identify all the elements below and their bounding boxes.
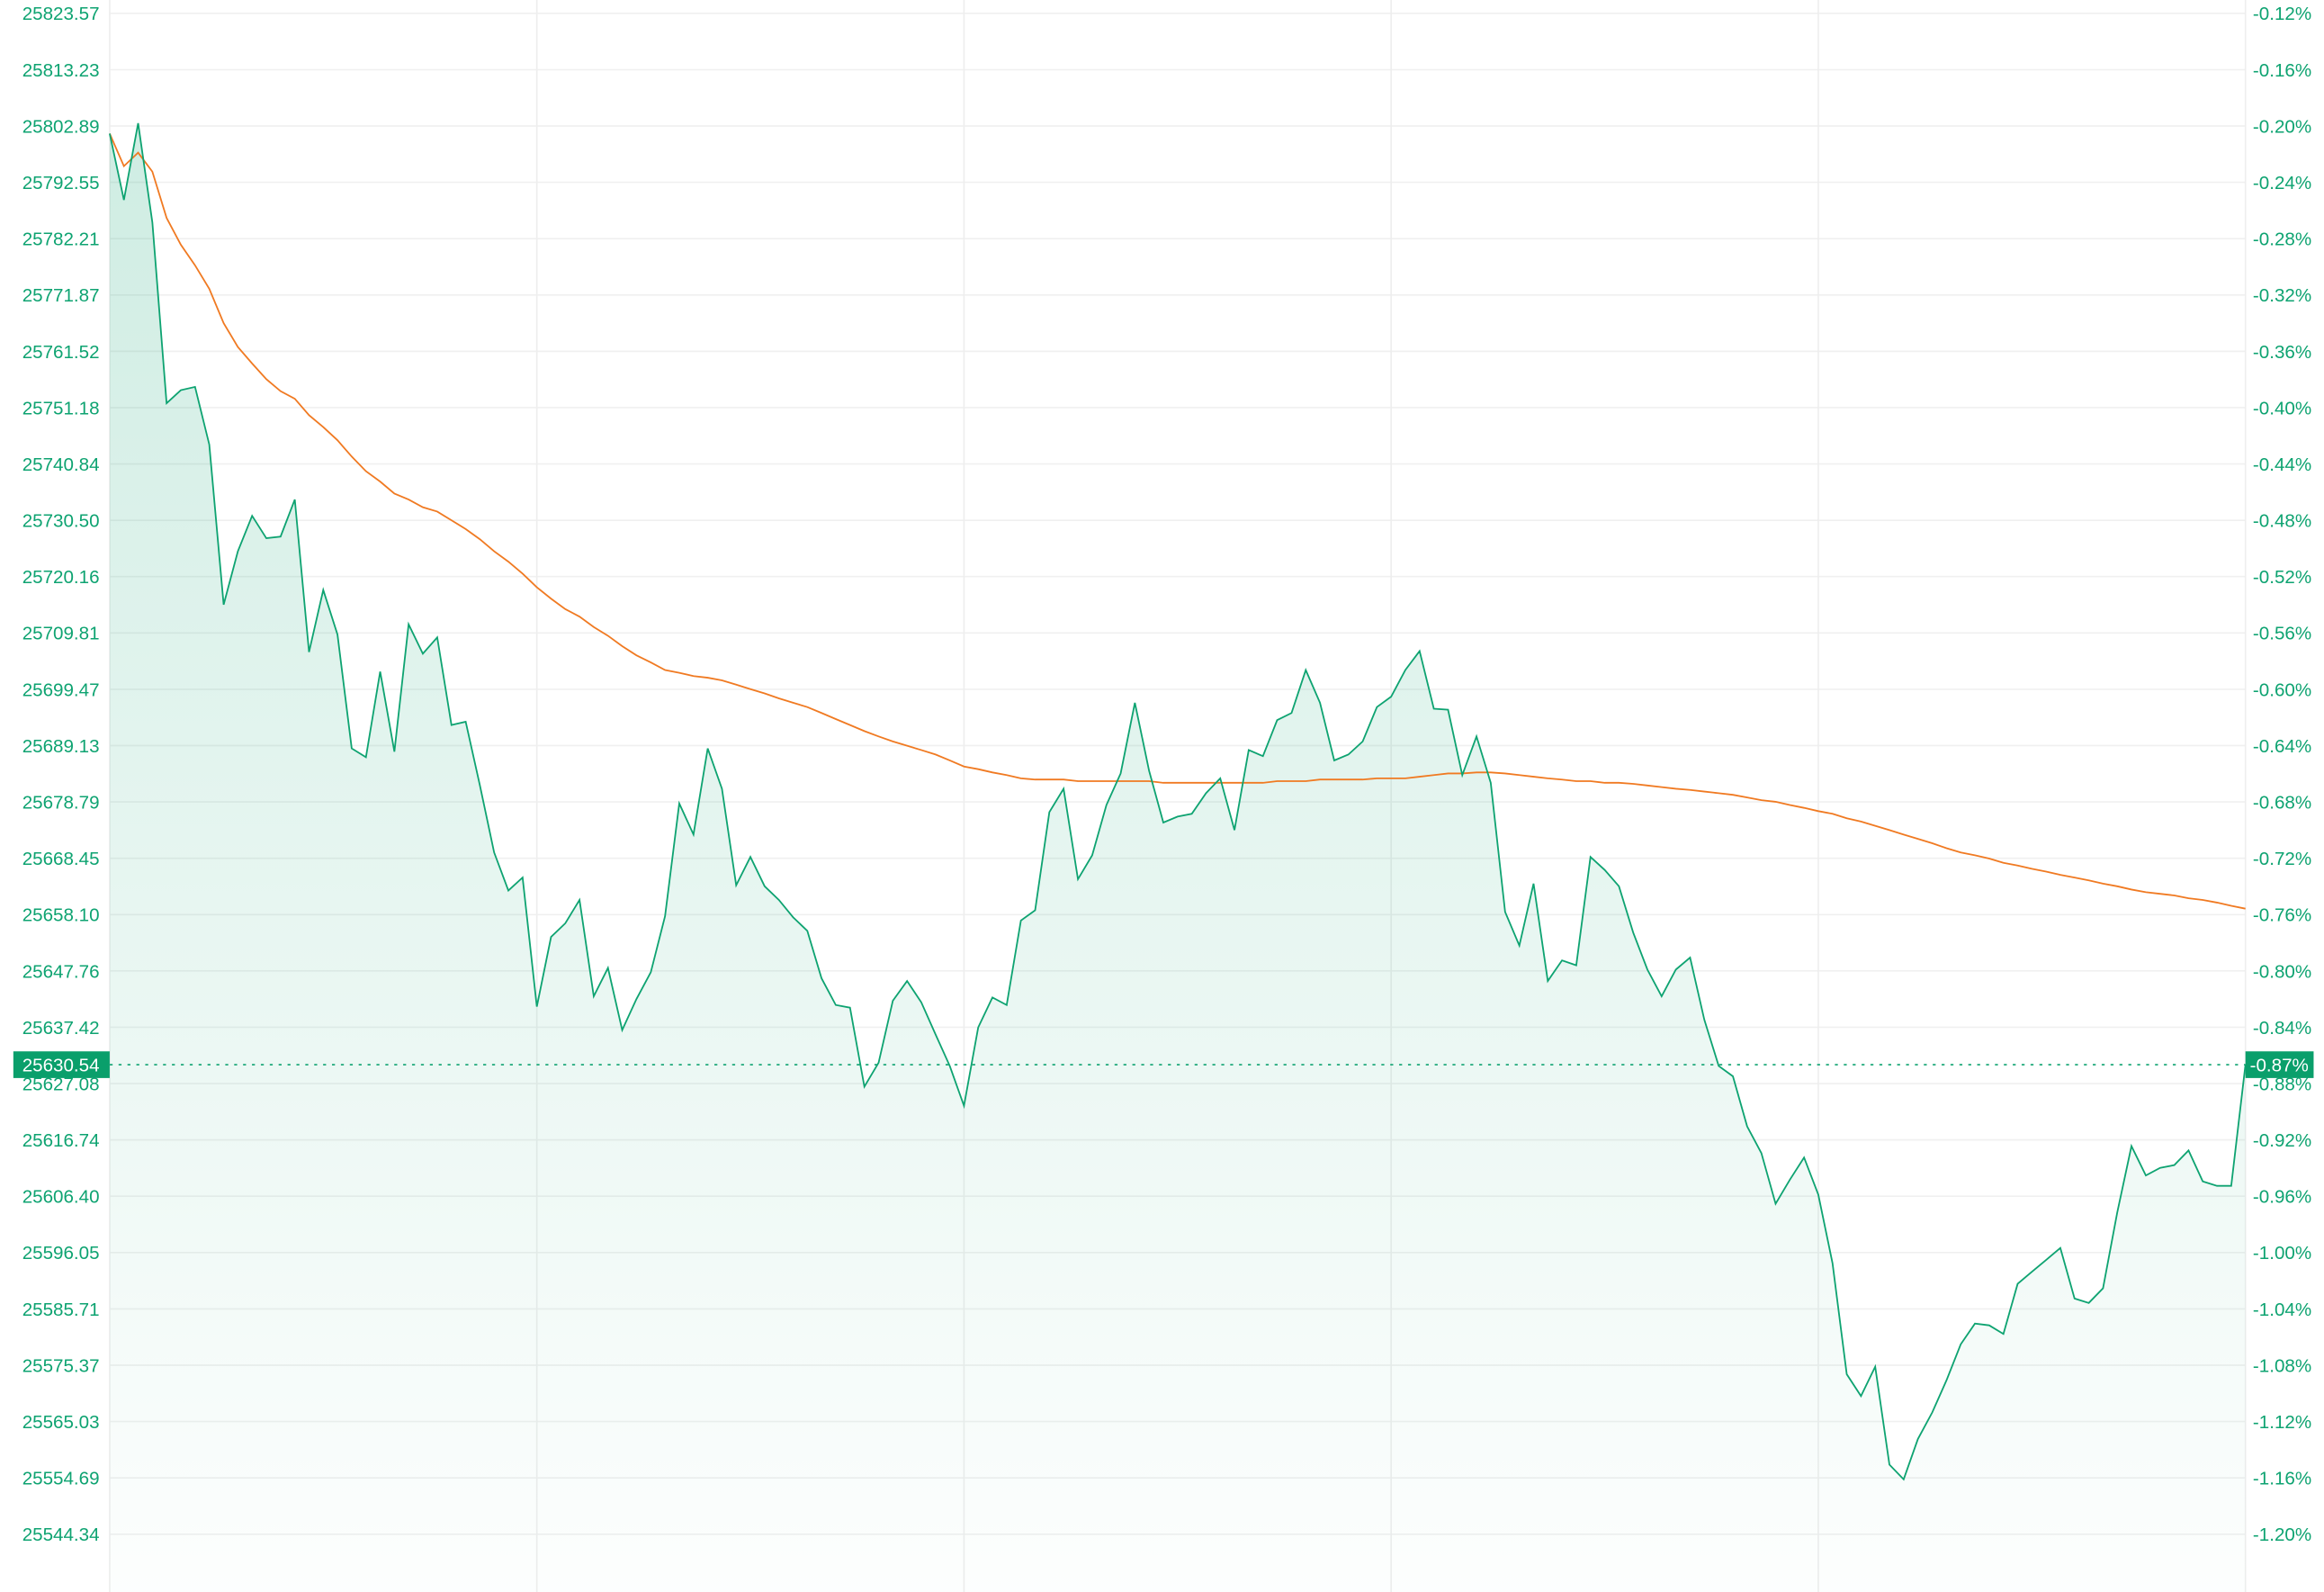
right-tick-label: -1.20% [2253,1525,2311,1545]
price-area-fill [109,122,2246,1592]
right-tick-label: -0.28% [2253,229,2311,250]
right-tick-label: -0.56% [2253,624,2311,644]
right-tick-label: -0.12% [2253,4,2311,24]
current-price-label: 25630.54 [22,1055,100,1075]
left-tick-label: 25802.89 [22,116,100,137]
left-tick-label: 25689.13 [22,736,100,757]
left-tick-label: 25658.10 [22,905,100,926]
right-tick-label: -0.44% [2253,454,2311,475]
left-tick-label: 25606.40 [22,1187,100,1208]
left-tick-label: 25740.84 [22,454,100,475]
left-tick-label: 25575.37 [22,1355,100,1376]
left-tick-label: 25709.81 [22,624,100,644]
left-tick-label: 25792.55 [22,173,100,193]
right-tick-label: -0.20% [2253,116,2311,137]
right-tick-label: -0.92% [2253,1130,2311,1151]
right-tick-label: -0.72% [2253,849,2311,869]
left-tick-label: 25627.08 [22,1074,100,1094]
left-tick-label: 25678.79 [22,793,100,814]
right-tick-label: -0.24% [2253,173,2311,193]
price-line [109,122,2247,1481]
left-tick-label: 25720.16 [22,567,100,588]
right-tick-label: -1.00% [2253,1243,2311,1264]
right-tick-label: -0.80% [2253,961,2311,982]
left-tick-label: 25668.45 [22,849,100,869]
right-tick-label: -1.04% [2253,1300,2311,1320]
current-change-badge: -0.87% [2245,1051,2314,1078]
left-tick-label: 25813.23 [22,60,100,81]
average-price-line [109,133,2246,910]
current-change-label: -0.87% [2250,1055,2309,1075]
left-tick-label: 25699.47 [22,679,100,700]
right-tick-label: -0.60% [2253,679,2311,700]
left-price-axis: 25823.57 25813.23 25802.89 25792.55 25782.21… [22,4,100,1545]
right-tick-label: -0.16% [2253,60,2311,81]
right-tick-label: -0.96% [2253,1187,2311,1208]
right-tick-label: -1.12% [2253,1412,2311,1433]
left-tick-label: 25771.87 [22,285,100,306]
right-tick-label: -0.76% [2253,905,2311,926]
right-tick-label: -0.52% [2253,567,2311,588]
left-tick-label: 25544.34 [22,1525,100,1545]
right-tick-label: -0.32% [2253,285,2311,306]
right-tick-label: -0.84% [2253,1018,2311,1039]
right-tick-label: -1.16% [2253,1469,2311,1489]
right-tick-label: -0.88% [2253,1074,2311,1094]
left-tick-label: 25823.57 [22,4,100,24]
right-tick-label: -0.64% [2253,736,2311,757]
right-tick-label: -1.08% [2253,1355,2311,1376]
current-price-badge: 25630.54 [13,1051,110,1078]
left-tick-label: 25637.42 [22,1018,100,1039]
right-tick-label: -0.68% [2253,793,2311,814]
right-tick-label: -0.48% [2253,511,2311,532]
right-tick-label: -0.36% [2253,342,2311,363]
left-tick-label: 25751.18 [22,398,100,418]
left-tick-label: 25585.71 [22,1300,100,1320]
left-tick-label: 25730.50 [22,511,100,532]
left-tick-label: 25647.76 [22,961,100,982]
left-tick-label: 25782.21 [22,229,100,250]
left-tick-label: 25761.52 [22,342,100,363]
left-tick-label: 25596.05 [22,1243,100,1264]
right-percent-axis: -0.12% -0.16% -0.20% -0.24% -0.28% -0.32% -0.3… [2253,4,2311,1545]
left-tick-label: 25565.03 [22,1412,100,1433]
left-tick-label: 25554.69 [22,1469,100,1489]
left-tick-label: 25616.74 [22,1130,100,1151]
right-tick-label: -0.40% [2253,398,2311,418]
